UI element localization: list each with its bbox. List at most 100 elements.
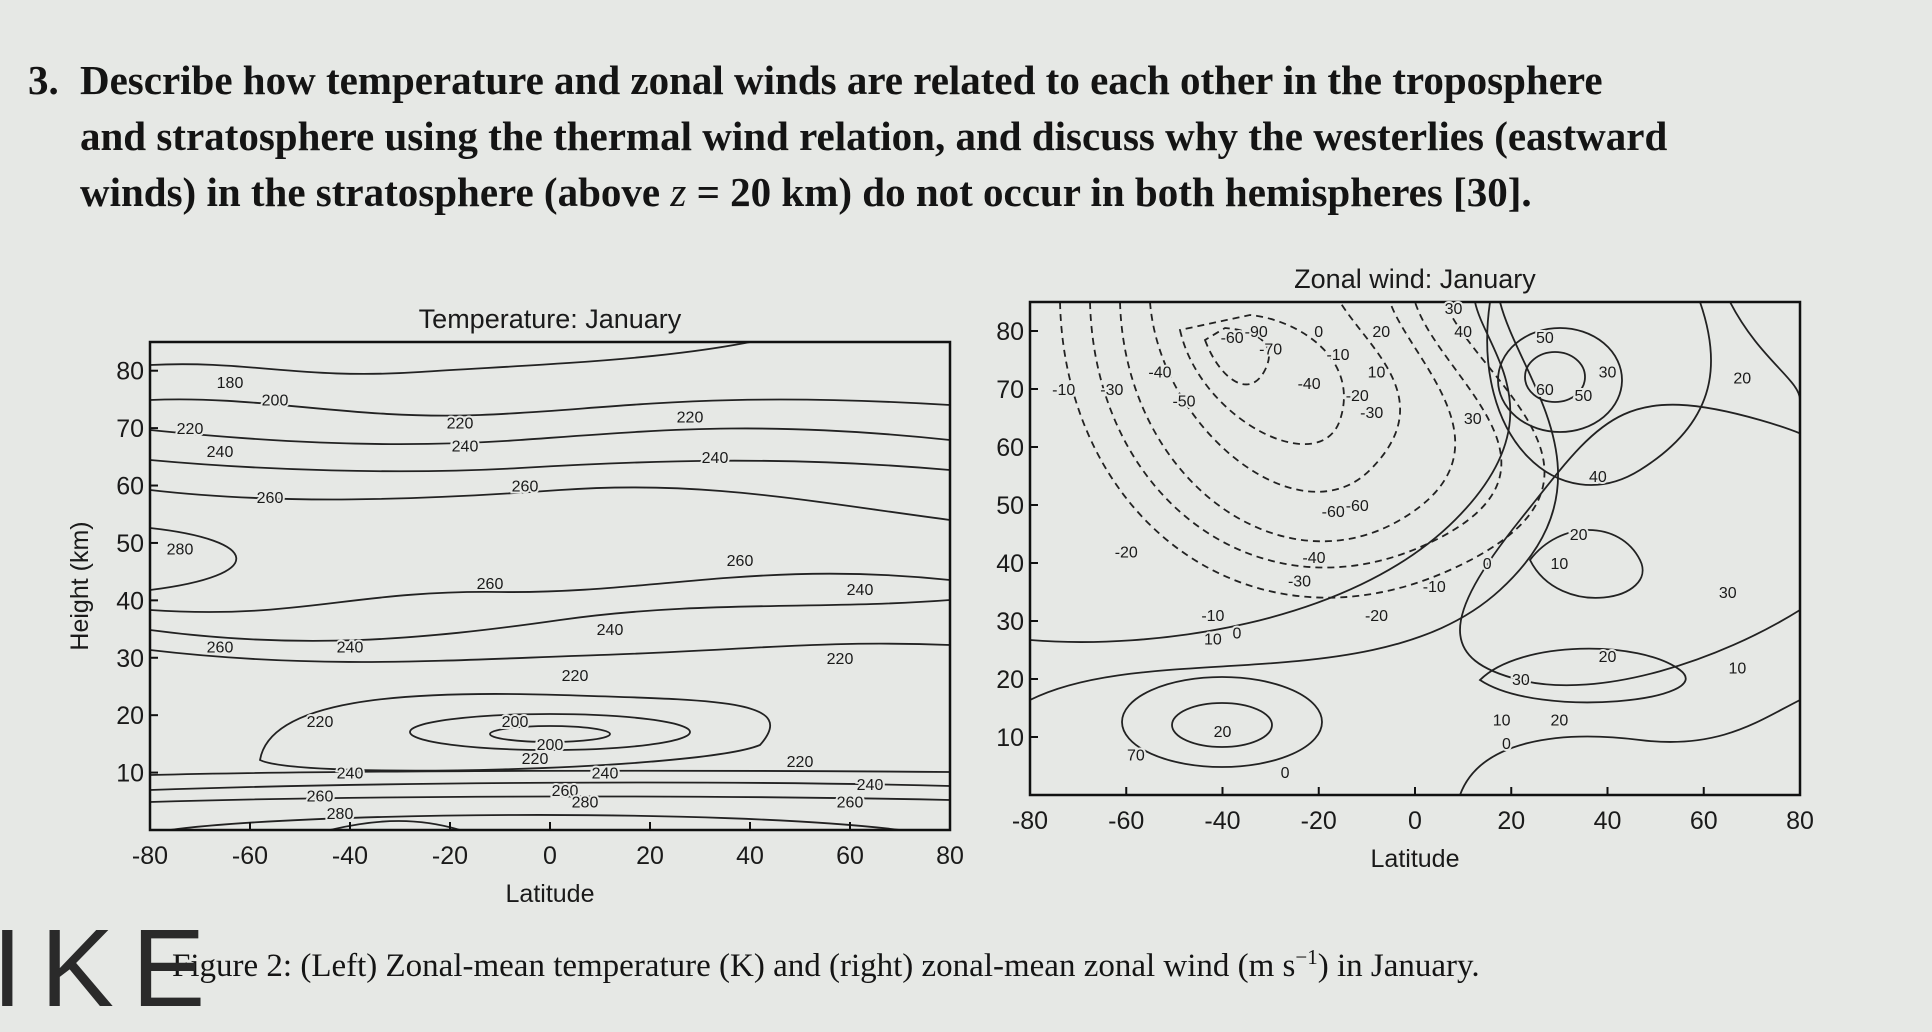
contour-label: 240 [592,766,619,783]
contour [150,342,755,375]
contour-label: -60 [1346,498,1369,515]
contour-label: -30 [1288,573,1311,590]
contour-label: 260 [512,479,539,496]
contour [1149,302,1401,493]
contour [150,459,950,473]
question-line: and stratosphere using the thermal wind … [80,113,1668,159]
contour-label: 0 [1232,626,1241,643]
contour-label: 240 [597,622,624,639]
contour [1030,302,1512,643]
contour-label: 10 [1493,713,1511,730]
y-tick-label: 80 [996,318,1024,346]
contour [150,781,950,791]
y-tick-label: 40 [996,550,1024,578]
contour [150,398,950,417]
contour-label: 240 [452,438,479,455]
contour-label: 50 [1536,330,1554,347]
contour [1524,351,1586,403]
y-tick-label: 70 [996,376,1024,404]
x-tick-label: 60 [1690,807,1718,835]
y-tick-label: 70 [116,415,144,443]
x-tick-label: -20 [432,842,468,870]
contour-label: 200 [537,737,564,754]
contour-label: 30 [1719,585,1737,602]
x-tick-label: -80 [1012,807,1048,835]
contour [150,769,950,776]
contour-label: -40 [1148,365,1171,382]
contour-label: 70 [1127,747,1145,764]
contour-label: 260 [207,639,234,656]
contour [1119,302,1456,543]
contour-label: 220 [677,410,704,427]
caption-text: ) in January. [1317,948,1480,984]
contour-label: -40 [1302,550,1325,567]
contour [1178,314,1345,446]
panel-title: Temperature: January [419,304,682,334]
contour [1203,327,1270,386]
y-axis-label: Height (km) [66,521,94,650]
contour [150,527,238,591]
y-tick-label: 80 [116,358,144,386]
contour [1171,702,1273,748]
contour-label: 10 [1204,631,1222,648]
contour-label: 10 [1550,556,1568,573]
contour [1030,302,1559,701]
x-tick-label: 40 [736,842,764,870]
x-tick-label: -60 [232,842,268,870]
x-tick-label: 20 [636,842,664,870]
contour-label: 40 [1454,324,1472,341]
contour-label: 260 [727,553,754,570]
contour-label: 30 [1512,672,1530,689]
text: winds) in the stratosphere (above [80,169,671,215]
contour-label: 260 [307,789,334,806]
x-tick-label: -20 [1301,807,1337,835]
question-line: Describe how temperature and zonal winds… [80,57,1603,103]
y-tick-label: 20 [996,666,1024,694]
x-axis-label: Latitude [1371,845,1460,873]
x-tick-label: 80 [936,842,964,870]
contour-label: 180 [217,375,244,392]
x-tick-label: -40 [1204,807,1240,835]
wind-contours [1030,302,1800,795]
caption-text: Figure 2: (Left) Zonal-mean temperature … [172,948,1296,984]
contour-label: 220 [787,754,814,771]
x-tick-label: -80 [132,842,168,870]
contour-label: -30 [1100,382,1123,399]
contour-label: 20 [1733,370,1751,387]
y-tick-label: 60 [116,473,144,501]
caption: Figure 2: (Left) Zonal-mean temperature … [172,945,1480,985]
contour-label: 10 [1729,660,1747,677]
contour-label: 220 [562,668,589,685]
contour-label: 220 [307,714,334,731]
x-tick-label: 40 [1594,807,1622,835]
contour-label: 280 [167,542,194,559]
contour [329,820,461,830]
y-tick-label: 50 [116,530,144,558]
contour-label: -10 [1201,608,1224,625]
contour-label: -40 [1298,376,1321,393]
contour [1478,647,1687,704]
contour-label: 260 [257,490,284,507]
contour-label: -60 [1322,504,1345,521]
contour [150,642,950,663]
contour-label: 20 [1214,724,1232,741]
contour-label: -10 [1052,382,1075,399]
x-tick-label: 20 [1497,807,1525,835]
contour-label: -50 [1172,394,1195,411]
y-tick-label: 30 [996,608,1024,636]
contour [1528,529,1644,599]
y-tick-label: 50 [996,492,1024,520]
contour [409,713,691,751]
contour-label: -20 [1346,388,1369,405]
contour-label: 30 [1599,365,1617,382]
question-number: 3. [28,57,59,103]
contour-label: 260 [477,576,504,593]
contour-label: 0 [1314,324,1323,341]
contour-label: 220 [447,415,474,432]
contour [1121,676,1323,768]
contour [1729,302,1800,401]
contour-label: 240 [337,766,364,783]
contour-label: 10 [1368,365,1386,382]
contour-label: 40 [1589,469,1607,486]
contour [1486,302,1713,486]
